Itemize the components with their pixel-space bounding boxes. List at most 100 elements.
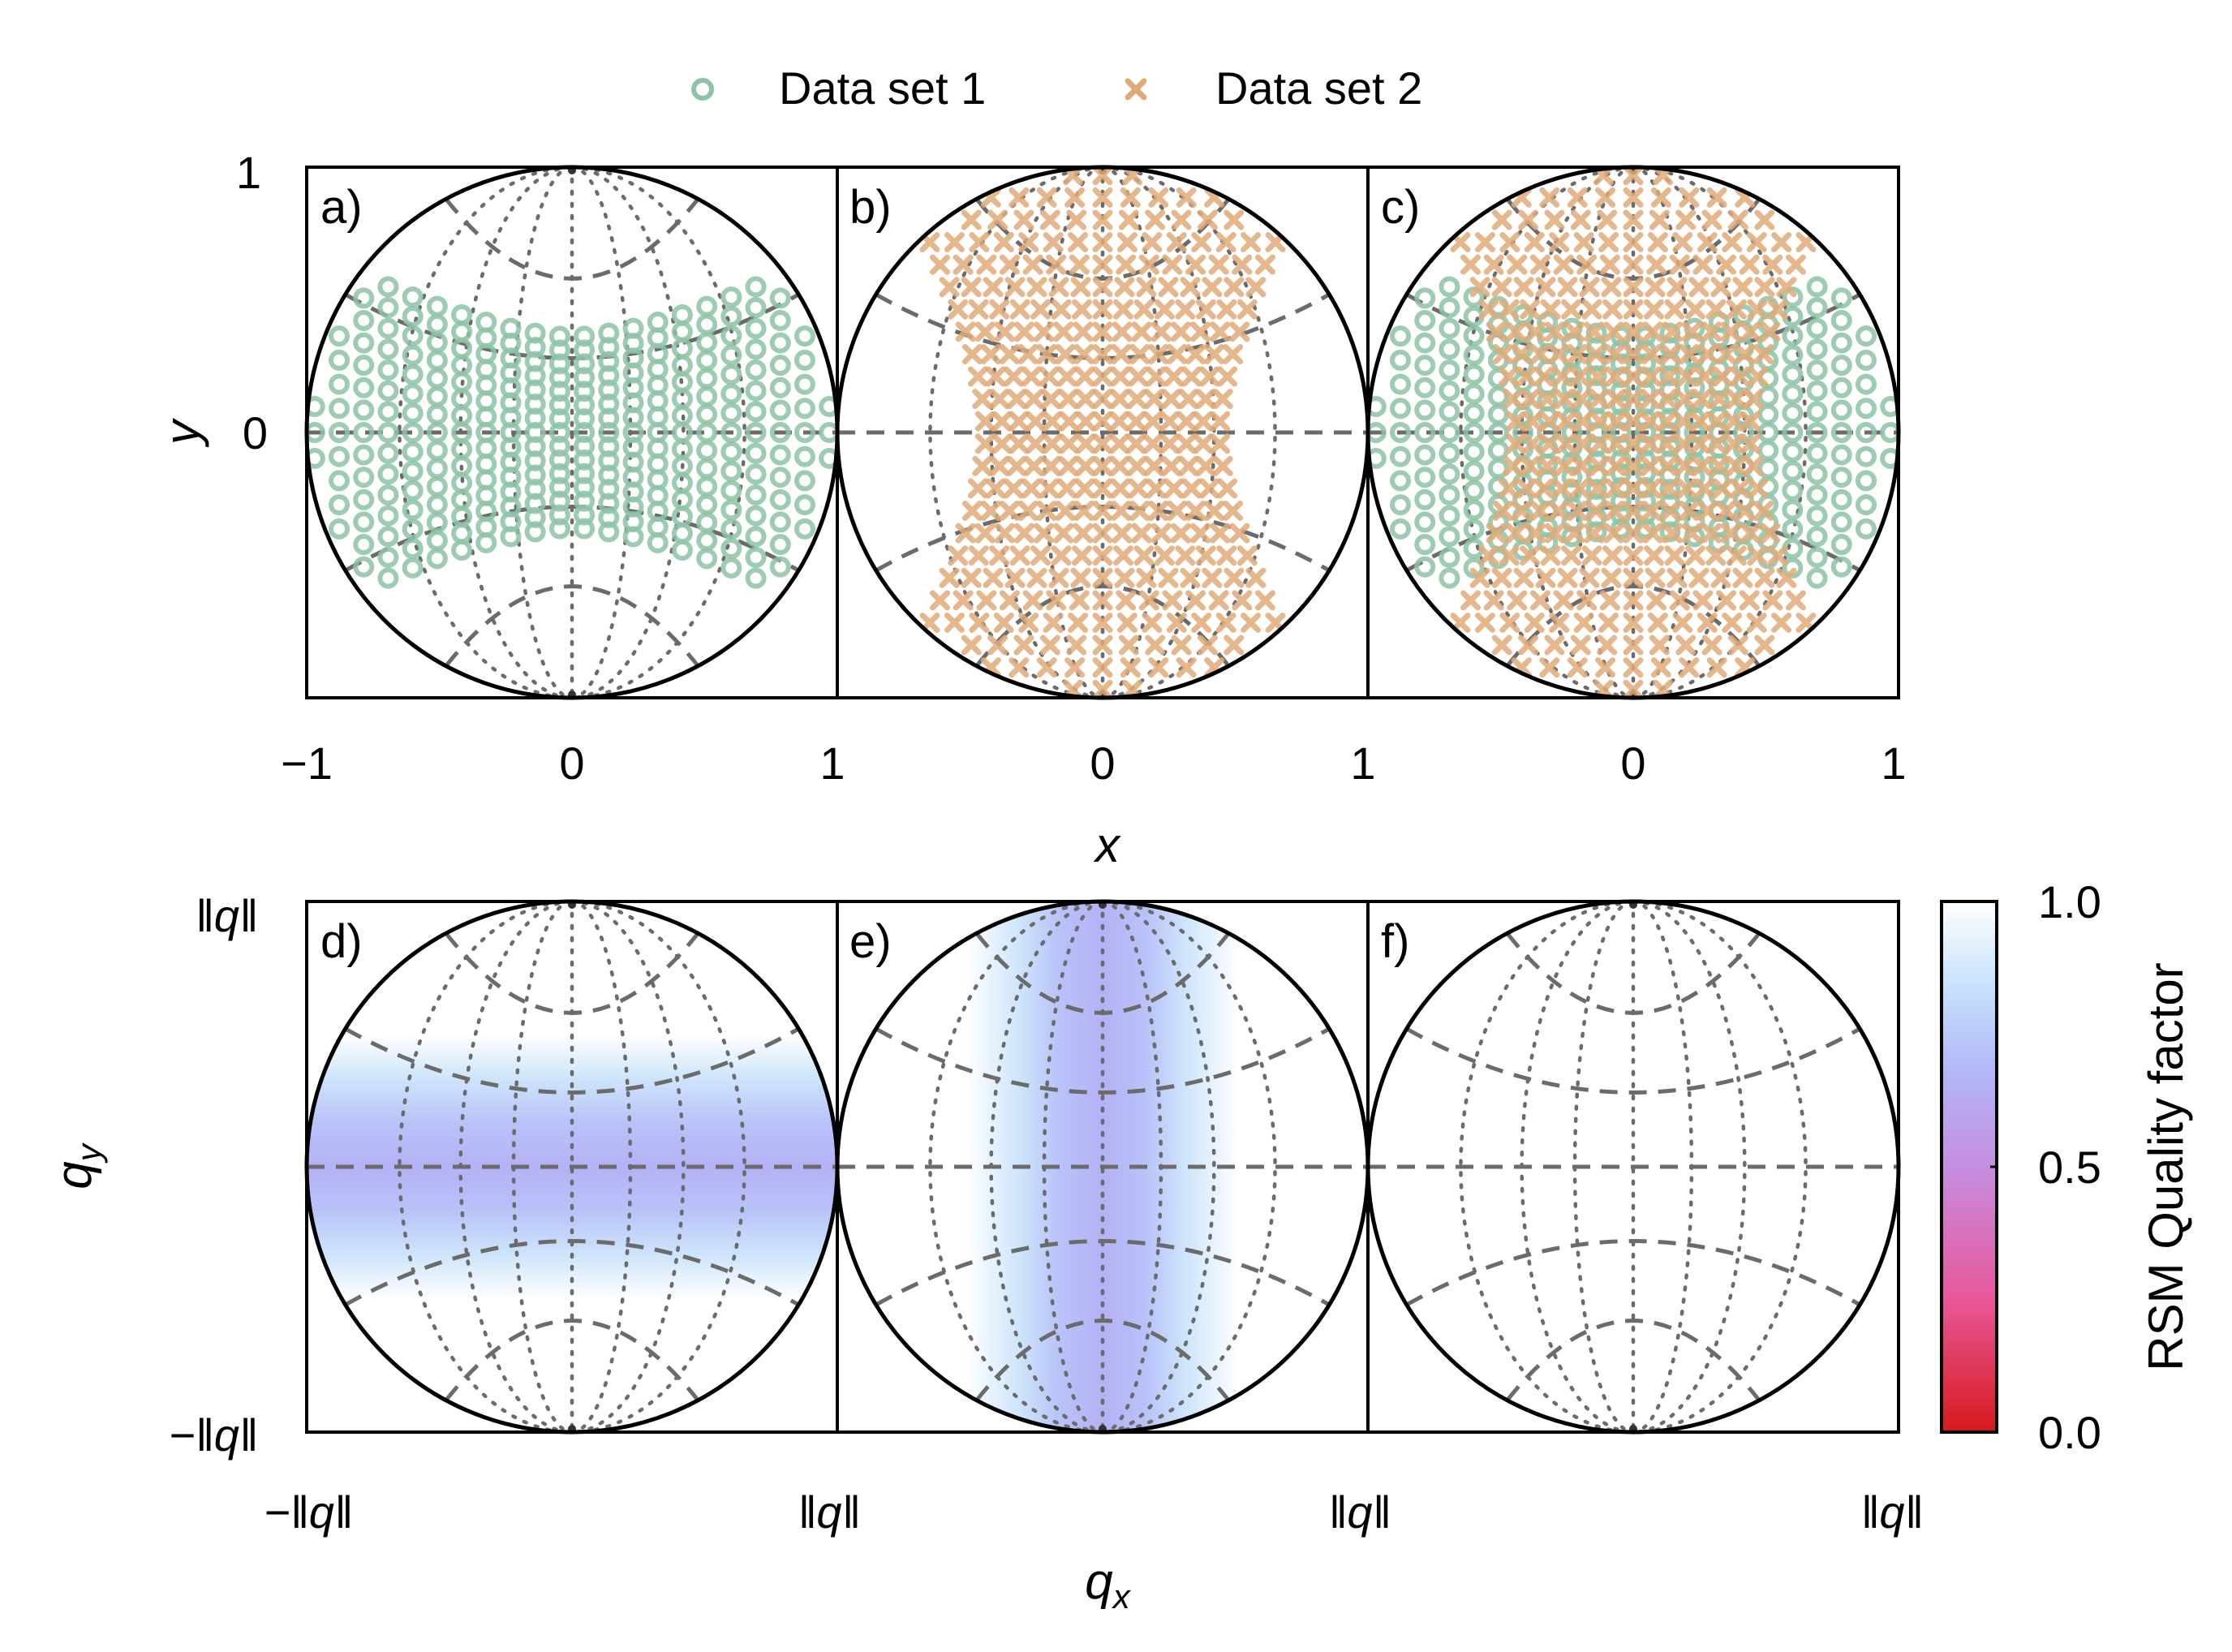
point-data-set-2	[1125, 433, 1146, 454]
point-data-set-2	[1572, 433, 1593, 454]
point-data-set-2	[1584, 321, 1605, 342]
point-data-set-1	[1806, 505, 1828, 527]
point-data-set-2	[1692, 389, 1713, 410]
point-data-set-1	[745, 505, 767, 527]
point-data-set-1	[696, 511, 718, 533]
point-data-set-2	[1068, 612, 1089, 633]
point-data-set-1	[745, 359, 767, 381]
guide-meridian	[458, 165, 686, 700]
point-data-set-2	[1520, 389, 1541, 410]
point-data-set-1	[329, 445, 350, 467]
point-data-set-1	[451, 355, 473, 376]
point-data-set-2	[1112, 299, 1133, 320]
point-data-set-2	[1554, 389, 1575, 410]
point-data-set-2	[1735, 343, 1756, 364]
point-data-set-2	[1579, 277, 1600, 298]
point-data-set-2	[1145, 209, 1166, 230]
point-data-set-1	[671, 355, 693, 376]
point-data-set-1	[1782, 460, 1804, 482]
point-data-set-2	[1073, 523, 1094, 544]
point-data-set-2	[1548, 343, 1569, 364]
point-data-set-2	[1202, 277, 1223, 298]
point-data-set-2	[1641, 343, 1662, 364]
point-data-set-2	[1529, 590, 1550, 611]
point-data-set-2	[1564, 321, 1585, 342]
point-data-set-2	[1131, 523, 1152, 544]
point-data-set-2	[1212, 389, 1233, 410]
point-data-set-1	[353, 534, 375, 556]
point-data-set-1	[1806, 317, 1828, 339]
point-data-set-1	[402, 344, 424, 366]
point-data-set-1	[574, 381, 596, 402]
point-data-set-2	[967, 478, 988, 499]
point-data-set-2	[1712, 366, 1733, 387]
qx-tick-label: ‖q‖	[1860, 1486, 1923, 1538]
point-data-set-2	[999, 590, 1020, 611]
point-data-set-2	[944, 232, 965, 253]
point-data-set-2	[1740, 411, 1761, 432]
point-data-set-2	[1623, 187, 1644, 208]
point-data-set-2	[1046, 590, 1067, 611]
point-data-set-2	[1516, 366, 1537, 387]
point-data-set-1	[1463, 402, 1485, 424]
point-data-set-2	[1128, 366, 1149, 387]
point-data-set-2	[1690, 411, 1711, 432]
point-data-set-2	[1223, 343, 1244, 364]
point-data-set-1	[353, 376, 375, 398]
point-data-set-2	[1125, 411, 1146, 432]
point-data-set-1	[1390, 373, 1412, 395]
point-data-set-2	[1193, 411, 1214, 432]
qx-tick-label: −‖q‖	[264, 1486, 353, 1538]
x-axis-label: x	[1093, 818, 1121, 872]
point-data-set-2	[1623, 209, 1644, 230]
point-data-set-1	[1855, 494, 1877, 516]
point-data-set-1	[402, 460, 424, 482]
point-data-set-2	[1585, 501, 1606, 522]
point-data-set-2	[1197, 209, 1218, 230]
point-data-set-1	[1439, 422, 1460, 443]
point-data-set-2	[1753, 501, 1774, 522]
point-data-set-2	[1697, 343, 1718, 364]
point-data-set-2	[1754, 277, 1775, 298]
point-data-set-2	[1499, 545, 1520, 566]
point-data-set-2	[1178, 455, 1199, 476]
point-data-set-2	[1185, 590, 1206, 611]
point-data-set-2	[1171, 321, 1191, 342]
point-data-set-1	[1439, 484, 1460, 505]
point-data-set-2	[1522, 411, 1543, 432]
point-data-set-2	[1709, 455, 1730, 476]
point-data-set-2	[1092, 679, 1113, 698]
point-data-set-2	[1688, 567, 1709, 588]
point-data-set-1	[1463, 364, 1485, 385]
point-data-set-1	[1463, 383, 1485, 405]
point-data-set-2	[1216, 299, 1237, 320]
point-data-set-1	[1414, 422, 1436, 443]
point-data-set-2	[1042, 433, 1063, 454]
point-data-set-2	[1142, 433, 1163, 454]
point-data-set-2	[1643, 299, 1664, 320]
point-data-set-2	[1727, 209, 1748, 230]
point-data-set-2	[1641, 501, 1662, 522]
point-data-set-2	[1584, 523, 1605, 544]
point-data-set-1	[598, 322, 620, 344]
point-data-set-2	[1640, 389, 1661, 410]
point-data-set-2	[1073, 321, 1094, 342]
point-data-set-1	[1439, 297, 1460, 319]
point-data-set-2	[1142, 411, 1163, 432]
point-data-set-1	[745, 276, 767, 298]
point-data-set-2	[1576, 590, 1598, 611]
point-data-set-2	[980, 343, 1001, 364]
point-data-set-2	[1254, 254, 1275, 275]
point-data-set-2	[1142, 232, 1163, 253]
point-data-set-2	[1092, 590, 1113, 611]
point-data-set-1	[426, 295, 448, 317]
point-data-set-1	[1806, 442, 1828, 464]
point-data-set-1	[720, 383, 742, 405]
point-data-set-2	[1771, 232, 1792, 253]
guide-latitude	[974, 931, 1231, 1015]
point-data-set-1	[402, 325, 424, 346]
point-data-set-1	[1463, 460, 1485, 482]
point-data-set-2	[1092, 635, 1113, 656]
point-data-set-1	[548, 449, 570, 471]
point-data-set-1	[1855, 518, 1877, 540]
